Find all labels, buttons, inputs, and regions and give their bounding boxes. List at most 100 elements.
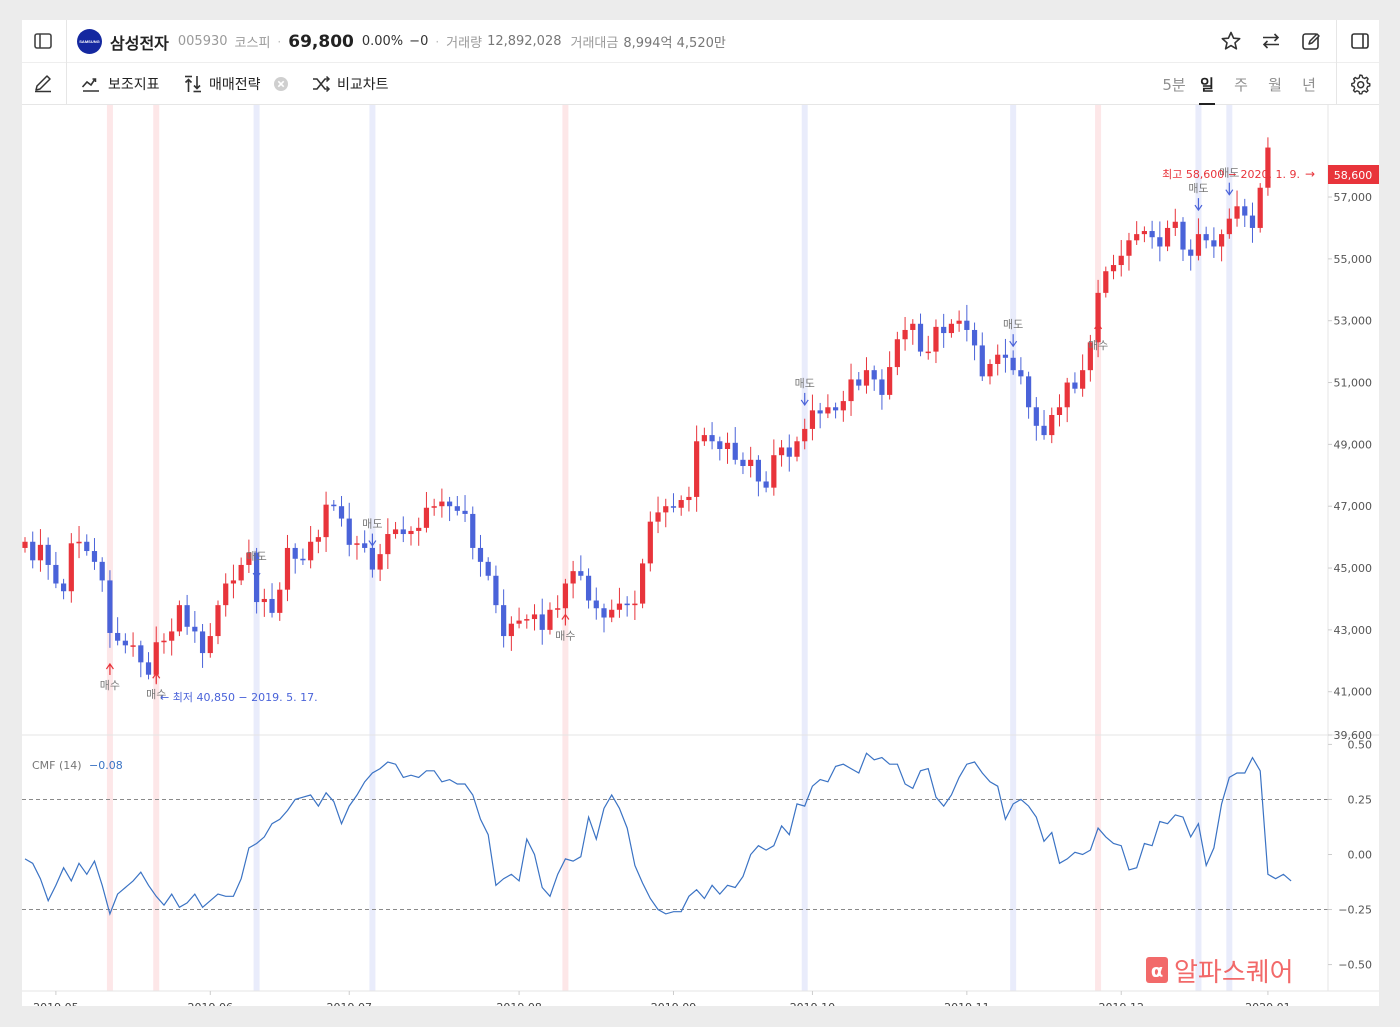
candle-body — [640, 563, 646, 604]
candle-body — [1180, 221, 1186, 250]
cmf-tick-label: −0.25 — [1338, 904, 1372, 917]
candle-body — [887, 367, 893, 395]
candle-body — [1072, 382, 1078, 389]
candle-body — [1195, 234, 1202, 256]
candle-body — [555, 608, 561, 610]
strategy-button[interactable]: 매매전략 — [182, 73, 289, 95]
cmf-tick-label: 0.25 — [1348, 793, 1373, 806]
swap-button[interactable] — [1260, 30, 1282, 52]
stock-info[interactable]: SAMSUNG 삼성전자 005930 코스피 · 69,800 0.00% −… — [77, 29, 726, 54]
drawing-button[interactable] — [32, 72, 54, 94]
candle-body — [508, 623, 514, 637]
candle-body — [771, 455, 777, 488]
settings-button[interactable] — [1349, 73, 1371, 95]
price-tick-label: 47,000 — [1334, 500, 1373, 513]
sell-signal-label: 매도 — [1219, 167, 1239, 180]
buy-signal-label: 매수 — [555, 630, 575, 643]
candle-body — [447, 501, 453, 507]
candle-body — [1265, 147, 1271, 188]
candle-body — [941, 326, 947, 334]
right-panel-toggle-button[interactable] — [1349, 30, 1371, 52]
sell-signal-label: 매도 — [795, 377, 815, 390]
last-price-tag: 58,600 — [1334, 169, 1373, 182]
close-icon[interactable] — [273, 76, 289, 92]
candle-body — [1219, 234, 1225, 247]
edit-button[interactable] — [1300, 30, 1322, 52]
buy-sell-arrows-icon — [182, 73, 204, 95]
indicators-button[interactable]: 보조지표 — [80, 73, 160, 95]
chart-window: SAMSUNG 삼성전자 005930 코스피 · 69,800 0.00% −… — [22, 20, 1379, 1006]
period-tab-week[interactable]: 주 — [1234, 75, 1248, 94]
candle-body — [516, 620, 522, 624]
candle-body — [346, 518, 352, 545]
favorite-button[interactable] — [1220, 30, 1242, 52]
candle-body — [694, 441, 700, 497]
edit-icon — [1300, 30, 1322, 52]
candle-body — [956, 320, 962, 324]
candle-body — [223, 583, 229, 606]
period-tab-year[interactable]: 년 — [1302, 75, 1316, 94]
stock-code: 005930 — [177, 34, 228, 49]
candle-body — [794, 441, 800, 457]
candle-body — [1041, 425, 1047, 436]
candle-body — [308, 541, 314, 561]
candle-body — [925, 351, 931, 354]
buy-signal-label: 매수 — [1088, 339, 1108, 352]
candle-body — [624, 603, 630, 606]
period-tab-5min[interactable]: 5분 — [1162, 75, 1186, 94]
date-tick-label: 2019.10 — [790, 1001, 836, 1006]
candle-body — [1134, 234, 1140, 241]
sell-signal-band — [1195, 105, 1202, 991]
sidebar-toggle-button[interactable] — [32, 30, 54, 52]
shuffle-icon — [310, 73, 332, 95]
candle-body — [1126, 240, 1132, 256]
amount-label: 거래대금 — [570, 36, 619, 51]
grid-lines — [22, 798, 1328, 911]
candle-body — [717, 441, 723, 450]
candle-body — [802, 428, 808, 442]
candle-body — [979, 345, 985, 377]
candle-body — [145, 662, 152, 675]
candle-body — [778, 447, 785, 456]
candle-body — [37, 544, 44, 561]
sell-arrow-head — [1194, 204, 1203, 212]
candle-body — [856, 379, 862, 386]
candle-body — [107, 580, 113, 633]
sell-arrow-head — [1009, 340, 1018, 348]
buy-signal-label: 매수 — [100, 679, 120, 692]
cmf-tick-label: 0.00 — [1348, 848, 1373, 861]
stock-name: 삼성전자 — [110, 33, 169, 53]
candle-body — [1033, 407, 1039, 426]
divider — [66, 20, 67, 63]
star-icon — [1220, 30, 1242, 52]
candle-body — [1157, 237, 1163, 247]
compare-chart-button[interactable]: 비교차트 — [310, 73, 389, 95]
candle-body — [199, 631, 206, 654]
price-tick-label: 55,000 — [1334, 253, 1373, 266]
candle-body — [338, 506, 345, 519]
gear-icon — [1349, 73, 1371, 95]
price-tick-label: 57,000 — [1334, 191, 1373, 204]
candle-body — [1203, 234, 1209, 241]
cmf-tick-label: −0.50 — [1338, 959, 1372, 972]
period-tab-day[interactable]: 일 — [1189, 63, 1225, 105]
price-tick-label: 45,000 — [1334, 562, 1373, 575]
buy-signal-label: 매수 — [146, 688, 166, 701]
alphasquare-badge — [1146, 957, 1168, 983]
candle-body — [686, 496, 692, 501]
period-tab-month[interactable]: 월 — [1268, 75, 1282, 94]
sell-arrow-head — [368, 540, 377, 547]
market-name: 코스피 — [234, 36, 271, 51]
price-tick-label: 43,000 — [1334, 624, 1373, 637]
alphasquare-badge-letter: α — [1151, 961, 1163, 982]
candle-body — [369, 547, 375, 570]
volume-label: 거래량 — [446, 36, 483, 51]
sell-arrow-head — [800, 399, 809, 406]
candle-body — [1226, 218, 1232, 235]
candle-body — [1141, 231, 1147, 235]
candle-body — [331, 504, 337, 507]
candle-body — [1026, 376, 1032, 408]
candle-body — [933, 326, 939, 352]
